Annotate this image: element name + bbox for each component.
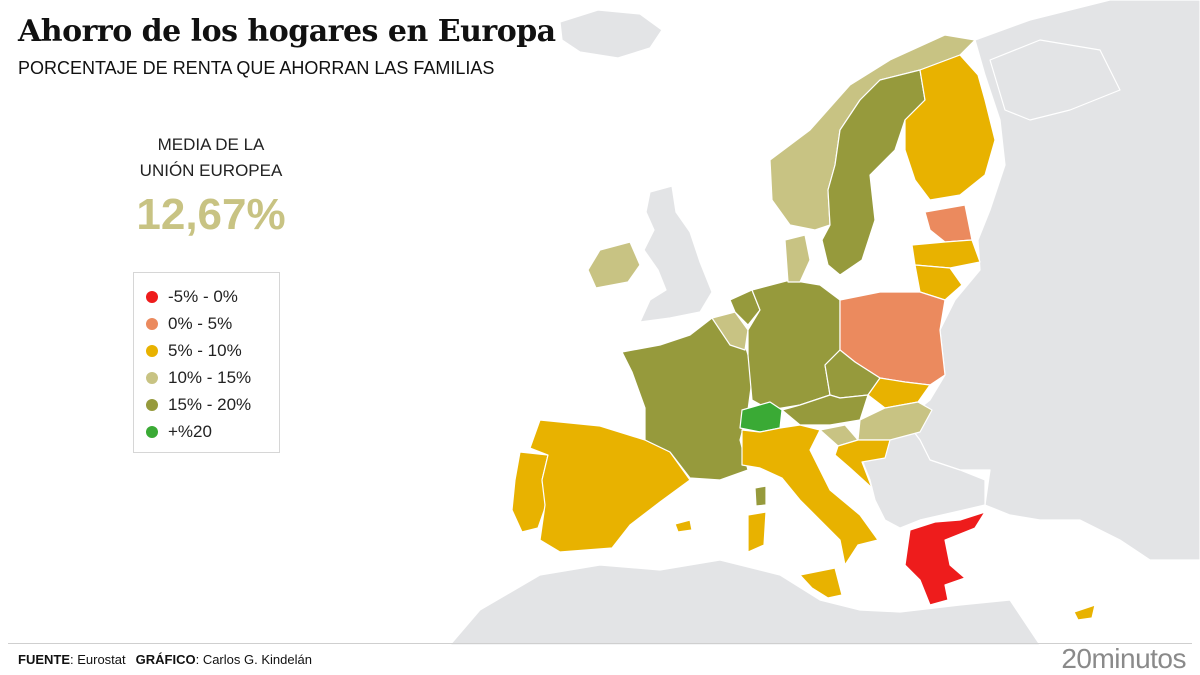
page-subtitle: PORCENTAJE DE RENTA QUE AHORRAN LAS FAMI… xyxy=(18,58,495,78)
land-north-africa xyxy=(449,559,1041,645)
country-italy-sicily xyxy=(799,567,843,599)
eu-average-value: 12,67% xyxy=(136,190,286,239)
legend-item: -5% - 0% xyxy=(146,283,279,310)
eu-average-label: MEDIA DE LA UNIÓN EUROPEA xyxy=(118,132,304,184)
country-mallorca xyxy=(674,519,693,533)
legend-swatch-icon xyxy=(146,371,158,384)
source-label: FUENTE xyxy=(18,652,70,667)
legend-label: 5% - 10% xyxy=(168,340,242,360)
page-title: Ahorro de los hogares en Europa xyxy=(18,14,556,49)
legend-swatch-icon xyxy=(146,425,158,438)
country-croatia xyxy=(834,439,891,489)
country-germany xyxy=(747,279,841,411)
legend-label: 0% - 5% xyxy=(168,313,233,333)
eu-average-label-line2: UNIÓN EUROPEA xyxy=(139,161,283,180)
legend-item: 5% - 10% xyxy=(146,337,279,364)
country-netherlands xyxy=(729,289,761,326)
country-latvia xyxy=(911,239,981,269)
legend-item: 15% - 20% xyxy=(146,391,279,418)
country-lithuania xyxy=(914,264,963,301)
legend-label: 10% - 15% xyxy=(168,367,252,387)
legend-swatch-icon xyxy=(146,317,158,330)
brand-logo: 20minutos xyxy=(1061,643,1186,674)
country-italy-sardinia xyxy=(747,511,767,553)
country-ireland xyxy=(587,241,641,289)
land-russia-north xyxy=(989,39,1121,121)
country-italy xyxy=(741,424,879,566)
country-finland xyxy=(904,54,996,201)
legend-item: +%20 xyxy=(146,418,279,445)
source-value: : Eurostat xyxy=(70,652,126,667)
legend-label: -5% - 0% xyxy=(168,286,238,306)
graphic-value: : Carlos G. Kindelán xyxy=(195,652,312,667)
legend-swatch-icon xyxy=(146,398,158,411)
country-cyprus xyxy=(1073,604,1096,621)
footer-divider xyxy=(8,643,1192,644)
country-austria xyxy=(781,394,869,426)
country-belgium xyxy=(711,311,749,351)
footer-credits: FUENTE: Eurostat GRÁFICO: Carlos G. Kinde… xyxy=(18,652,312,667)
legend-swatch-icon xyxy=(146,344,158,357)
country-estonia xyxy=(924,204,973,243)
graphic-label: GRÁFICO xyxy=(135,652,196,667)
country-france xyxy=(621,317,753,481)
europe-map xyxy=(449,0,1200,645)
land-iceland xyxy=(559,9,663,59)
legend-item: 10% - 15% xyxy=(146,364,279,391)
island-corsica xyxy=(754,485,767,507)
legend-label: 15% - 20% xyxy=(168,394,252,414)
legend-item: 0% - 5% xyxy=(146,310,279,337)
legend-swatch-icon xyxy=(146,290,158,303)
eu-average-label-line1: MEDIA DE LA xyxy=(157,135,265,154)
legend-label: +%20 xyxy=(168,421,212,441)
land-uk xyxy=(639,185,713,323)
country-greece xyxy=(904,511,986,606)
country-denmark xyxy=(784,234,811,283)
map-legend: -5% - 0% 0% - 5% 5% - 10% 10% - 15% 15% … xyxy=(133,272,280,453)
